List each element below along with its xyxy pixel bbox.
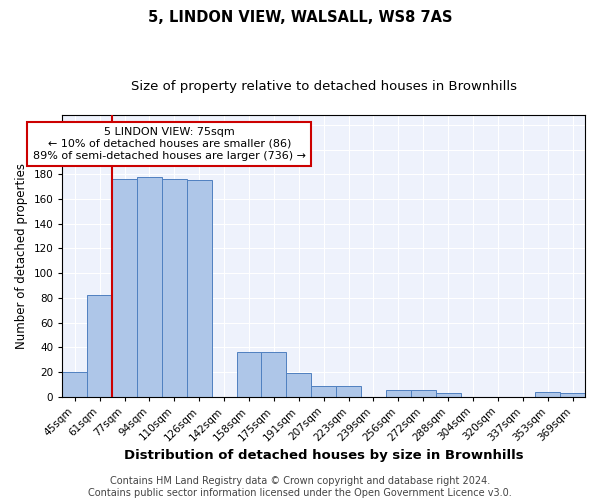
- Y-axis label: Number of detached properties: Number of detached properties: [15, 163, 28, 349]
- Bar: [411, 390, 436, 396]
- Title: Size of property relative to detached houses in Brownhills: Size of property relative to detached ho…: [131, 80, 517, 93]
- Bar: [262, 352, 286, 397]
- Bar: [311, 386, 336, 396]
- Bar: [137, 177, 162, 396]
- Bar: [236, 352, 262, 397]
- Bar: [535, 392, 560, 396]
- Bar: [286, 373, 311, 396]
- Text: Contains HM Land Registry data © Crown copyright and database right 2024.
Contai: Contains HM Land Registry data © Crown c…: [88, 476, 512, 498]
- Bar: [386, 390, 411, 396]
- X-axis label: Distribution of detached houses by size in Brownhills: Distribution of detached houses by size …: [124, 450, 523, 462]
- Bar: [336, 386, 361, 396]
- Bar: [87, 296, 112, 396]
- Bar: [112, 179, 137, 396]
- Text: 5, LINDON VIEW, WALSALL, WS8 7AS: 5, LINDON VIEW, WALSALL, WS8 7AS: [148, 10, 452, 25]
- Bar: [162, 179, 187, 396]
- Bar: [436, 393, 461, 396]
- Bar: [187, 180, 212, 396]
- Bar: [62, 372, 87, 396]
- Bar: [560, 393, 585, 396]
- Text: 5 LINDON VIEW: 75sqm
← 10% of detached houses are smaller (86)
89% of semi-detac: 5 LINDON VIEW: 75sqm ← 10% of detached h…: [33, 128, 306, 160]
